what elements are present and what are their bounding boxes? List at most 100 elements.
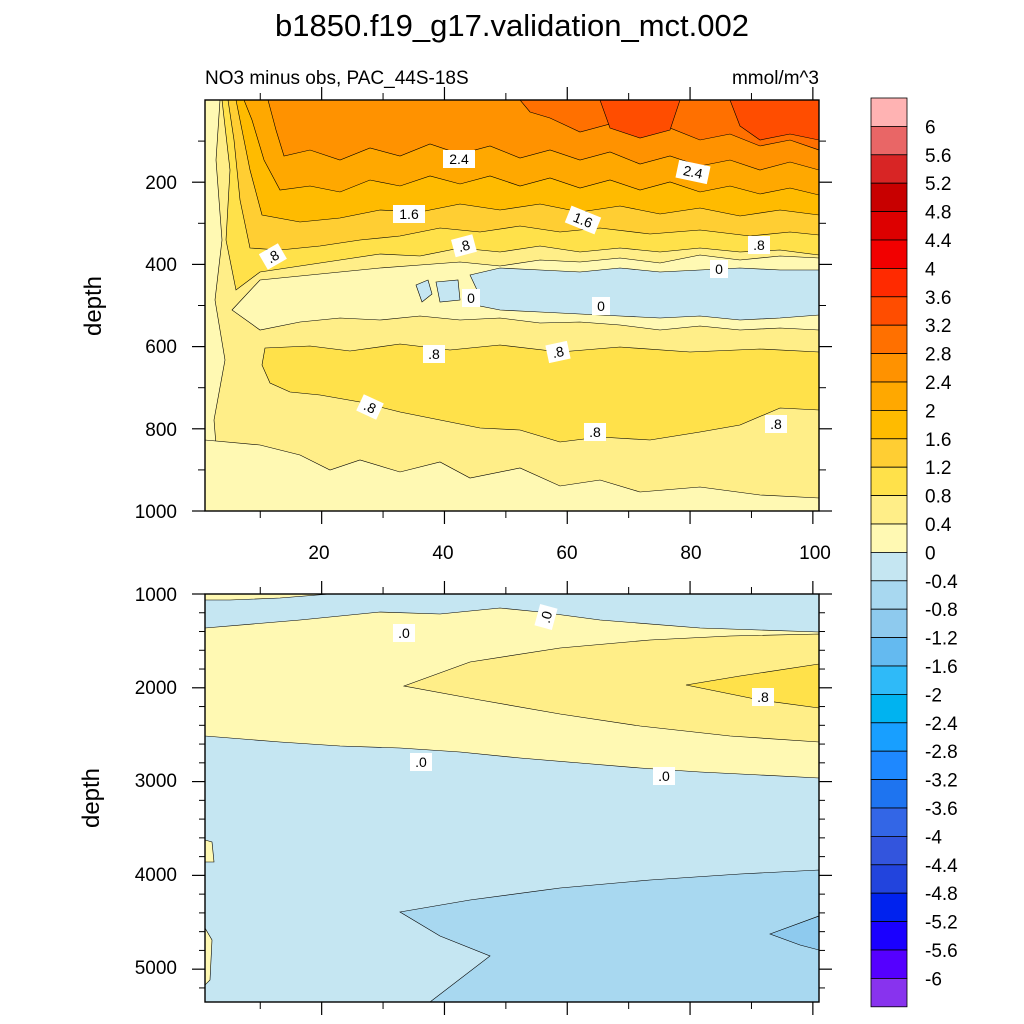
colorbar-swatch (870, 409, 908, 440)
svg-text:1.6: 1.6 (571, 209, 595, 231)
colorbar-label: 2.4 (925, 373, 952, 394)
svg-text:0: 0 (715, 261, 723, 277)
svg-text:0: 0 (467, 290, 475, 306)
contour-label: 0 (710, 260, 728, 278)
colorbar: 6 5.6 5.2 4.8 4.4 4 3.6 3.2 2.8 2.4 2 1.6 1.2 0.8 0.4 0… (870, 97, 958, 1008)
svg-text:.0: .0 (415, 754, 427, 770)
svg-text:.8: .8 (456, 236, 472, 255)
colorbar-label: 4 (925, 259, 936, 280)
svg-text:.8: .8 (753, 237, 765, 253)
contour-label: 0 (592, 297, 610, 315)
colorbar-swatch (870, 552, 908, 582)
colorbar-label: -4.8 (925, 884, 958, 905)
contour-label: .0 (410, 753, 432, 771)
svg-text:.8: .8 (428, 346, 440, 362)
contour-label: .8 (423, 345, 445, 363)
colorbar-label: -4 (925, 827, 942, 848)
colorbar-swatch (870, 836, 908, 866)
contour-label: .8 (748, 236, 770, 254)
top-fill-deep-pale (205, 439, 819, 511)
svg-text:.8: .8 (770, 416, 782, 432)
contour-label: .0 (653, 767, 675, 785)
colorbar-label: 4.4 (925, 231, 952, 252)
colorbar-swatch (870, 892, 908, 923)
colorbar-label: -2.8 (925, 742, 958, 763)
contour-label: 2.4 (443, 150, 475, 168)
bottom-fill-deep (399, 869, 819, 1002)
svg-text:.0: .0 (537, 609, 556, 625)
colorbar-swatch (870, 580, 908, 610)
colorbar-swatch (870, 949, 908, 979)
colorbar-label: -1.6 (925, 657, 958, 678)
colorbar-swatch (870, 495, 908, 525)
colorbar-label: 3.6 (925, 288, 951, 309)
colorbar-label: 0.8 (925, 487, 951, 508)
colorbar-label: -1.2 (925, 629, 958, 650)
bottom-fill-top-strip (205, 594, 331, 601)
y-tick-label: 400 (145, 255, 177, 276)
bottom-panel: 1000 2000 3000 4000 5000 depth .0 .0 .8 … (78, 581, 832, 1015)
contour-label: .8 (765, 415, 787, 433)
bottom-fill-deepest (769, 915, 819, 951)
bottom-fill-wedge (402, 633, 819, 743)
colorbar-label: -0.8 (925, 600, 958, 621)
colorbar-swatch (870, 126, 908, 156)
bottom-plot-frame (204, 593, 820, 1003)
y-tick-label: 5000 (135, 958, 177, 979)
colorbar-label: 4.8 (925, 203, 951, 224)
top-fill-max-2 (729, 100, 819, 141)
x-tick-label: 80 (680, 543, 701, 564)
colorbar-label: 6 (925, 117, 936, 138)
colorbar-label: -2.4 (925, 714, 958, 735)
y-tick-label: 1000 (135, 585, 177, 606)
top-ticks (192, 87, 832, 524)
colorbar-swatch (870, 978, 908, 1008)
top-fill-negative-blob (415, 279, 433, 303)
y-tick-label: 200 (145, 173, 177, 194)
colorbar-swatch (870, 779, 908, 809)
y-tick-label: 2000 (135, 678, 177, 699)
colorbar-swatch (870, 807, 908, 837)
contour-label: .0 (393, 624, 415, 642)
contour-label: .8 (545, 340, 571, 364)
contour-label: 1.6 (393, 205, 425, 223)
svg-text:.8: .8 (589, 424, 601, 440)
colorbar-swatch (870, 267, 908, 298)
colorbar-label: 2.8 (925, 345, 951, 366)
contour-label: .8 (451, 234, 477, 258)
bottom-fill-left-bit (205, 839, 215, 863)
colorbar-label: -0.4 (925, 572, 958, 593)
y-tick-label: 600 (145, 337, 177, 358)
colorbar-swatch (870, 211, 908, 241)
colorbar-swatch (870, 694, 908, 724)
colorbar-label: 5.2 (925, 174, 951, 195)
colorbar-swatch (870, 438, 908, 468)
svg-text:2.4: 2.4 (682, 162, 705, 182)
colorbar-label: 3.2 (925, 316, 951, 337)
colorbar-label: 0 (925, 543, 936, 564)
chart-subtitle-left: NO3 minus obs, PAC_44S-18S (205, 68, 469, 89)
colorbar-swatch (870, 722, 908, 752)
svg-text:.8: .8 (551, 343, 566, 361)
colorbar-label: 1.2 (925, 458, 951, 479)
colorbar-swatch (870, 466, 908, 497)
y-tick-label: 3000 (135, 771, 177, 792)
top-fill-mid-band (261, 343, 819, 443)
colorbar-label: -6 (925, 969, 942, 990)
colorbar-swatch (870, 182, 908, 212)
y-tick-label: 4000 (135, 865, 177, 886)
contour-label: .8 (356, 394, 384, 420)
svg-text:.0: .0 (398, 625, 410, 641)
colorbar-swatch (870, 921, 908, 951)
colorbar-label: -5.2 (925, 913, 958, 934)
colorbar-swatch (870, 864, 908, 894)
colorbar-swatch (870, 353, 908, 383)
contour-label: 0 (462, 289, 480, 307)
colorbar-label: 0.4 (925, 515, 952, 536)
top-fill-max-1 (599, 100, 681, 139)
svg-text:0: 0 (597, 298, 605, 314)
top-panel-fills (205, 100, 819, 511)
colorbar-label: -3.2 (925, 771, 958, 792)
y-axis-label: depth (78, 768, 105, 828)
